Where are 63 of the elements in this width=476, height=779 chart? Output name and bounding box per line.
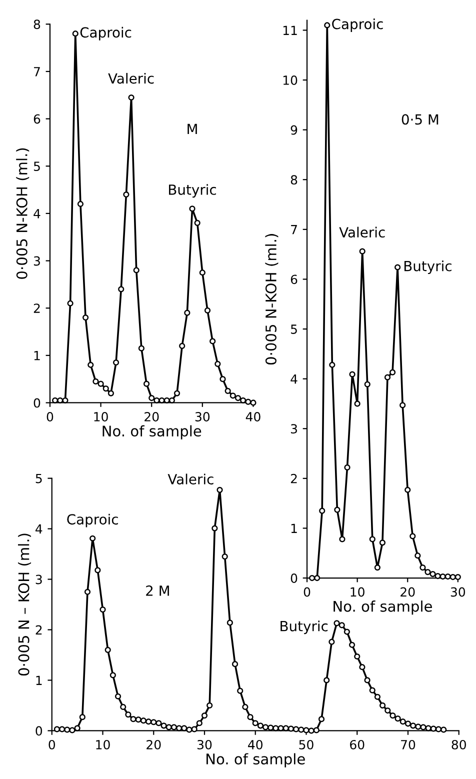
y-tick-label: 8: [290, 175, 298, 185]
y-axis-title: 0·005 N-KOH (ml.): [265, 234, 278, 365]
x-tick-label: 80: [452, 740, 466, 750]
x-tick-label: 20: [146, 740, 161, 750]
y-tick-label: 3: [34, 256, 40, 266]
x-tick-label: 40: [246, 412, 260, 422]
y-axis-title: 0·005 N-KOH (ml.): [16, 148, 30, 279]
y-tick-label: 1: [34, 351, 40, 360]
y-tick-label: 2: [34, 304, 40, 313]
annotation: Valeric: [339, 226, 385, 238]
x-tick-label: 0: [48, 740, 56, 750]
x-tick-label: 10: [96, 740, 110, 750]
y-tick-label: 10: [283, 75, 298, 85]
x-tick-label: 40: [248, 740, 262, 750]
x-tick-label: 60: [350, 740, 364, 750]
y-axis-title: 0·005 N – KOH (ml.): [18, 534, 32, 676]
x-tick-label: 70: [401, 740, 416, 750]
x-tick-label: 30: [450, 587, 466, 597]
annotation: 2 M: [146, 585, 169, 596]
y-tick-label: 9: [290, 125, 298, 135]
y-tick-label: 2: [290, 474, 297, 484]
annotation: Butyric: [404, 260, 452, 274]
y-tick-label: 4: [36, 524, 42, 534]
y-tick-label: 5: [291, 324, 297, 334]
y-tick-label: 7: [291, 225, 297, 234]
y-tick-label: 2: [36, 625, 42, 634]
annotation: Caproic: [332, 18, 383, 32]
annotation: Valeric: [108, 72, 154, 84]
x-axis-title: No. of sample: [206, 753, 305, 768]
y-tick-label: 0: [290, 573, 298, 583]
x-axis-title: No. of sample: [334, 600, 432, 615]
annotation: Caproic: [67, 514, 118, 528]
x-tick-label: 20: [400, 587, 415, 597]
y-tick-label: 8: [34, 20, 40, 30]
x-tick-label: 50: [299, 740, 314, 750]
y-tick-label: 5: [34, 162, 40, 172]
annotation: Caproic: [80, 26, 132, 40]
annotation: M: [188, 124, 197, 134]
x-tick-label: 10: [94, 412, 108, 422]
y-tick-label: 1: [291, 524, 297, 533]
x-tick-label: 0: [46, 412, 54, 422]
y-tick-label: 6: [290, 274, 298, 284]
y-tick-label: 4: [290, 374, 298, 384]
y-tick-label: 3: [290, 424, 297, 434]
x-tick-label: 30: [198, 740, 212, 750]
y-tick-label: 5: [36, 474, 42, 484]
y-tick-label: 1: [36, 676, 42, 685]
y-tick-label: 4: [34, 209, 40, 218]
x-tick-label: 30: [195, 412, 210, 422]
y-tick-label: 3: [36, 574, 42, 584]
x-axis-title: No. of sample: [102, 425, 202, 440]
y-tick-label: 0: [36, 726, 42, 736]
annotation: Valeric: [168, 474, 214, 484]
y-tick-label: 0: [34, 398, 40, 408]
x-tick-label: 20: [144, 412, 159, 422]
x-tick-label: 10: [350, 587, 364, 597]
annotation: Butyric: [169, 184, 216, 198]
y-tick-label: 6: [34, 114, 40, 124]
y-tick-label: 11: [283, 26, 297, 35]
y-tick-label: 7: [34, 67, 40, 76]
x-tick-label: 0: [304, 587, 310, 597]
annotation: Butyric: [280, 620, 328, 634]
annotation: 0·5 M: [402, 114, 438, 125]
